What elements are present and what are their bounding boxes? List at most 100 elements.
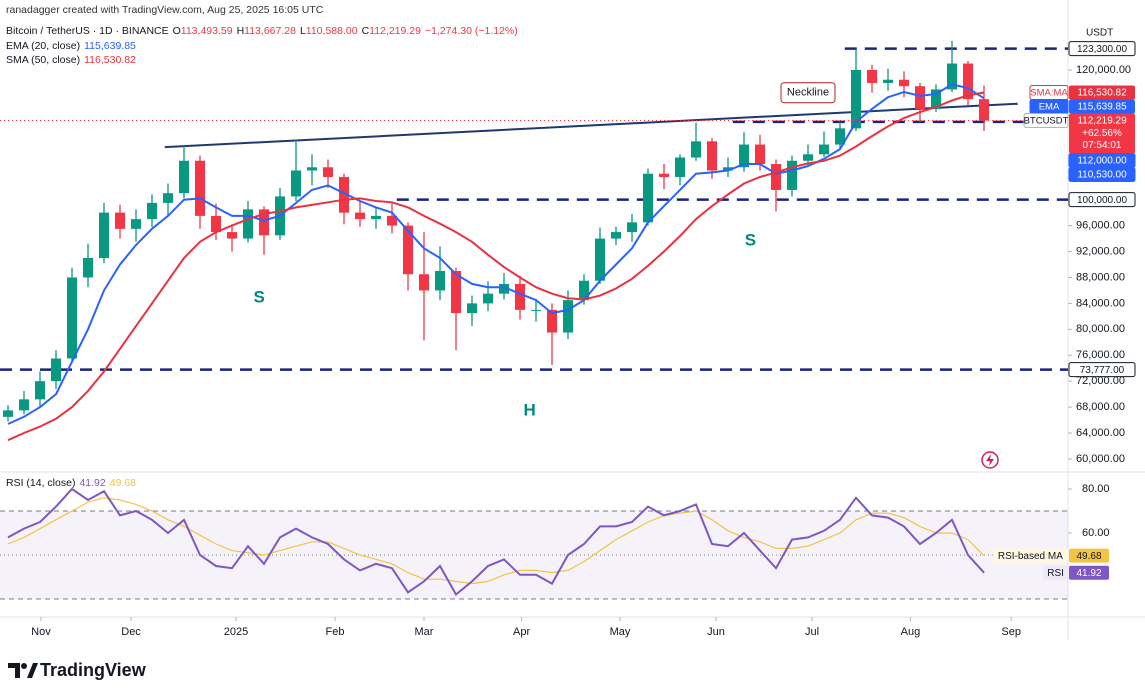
level-tag [1068,192,1136,208]
ohlc-value: 113,493.59 [181,25,233,37]
candle-body [323,167,333,177]
rsi-tag-value: 41.92 [1076,568,1101,579]
ohlc-key: H [237,25,245,37]
candle-body [547,309,557,333]
x-tick-label: Nov [31,626,51,638]
ohlc-value: 112,219.29 [369,25,421,37]
close-tag-name-box [1023,112,1069,128]
ohlc-value: 110,588.00 [306,25,358,37]
x-tick-label: Sep [1001,626,1021,638]
x-tick-label: Feb [326,626,345,638]
indicator-line [7,83,985,425]
indicator-legend: EMA (20, close) 115,639.85 [6,40,136,52]
pattern-label: S [254,288,265,307]
rsi-tag [1069,565,1109,580]
indicator-line [7,91,985,442]
rsi-tag [1069,548,1109,563]
candle-body [883,79,893,83]
close-tag-countdown: 07:54:01 [1083,140,1122,151]
pattern-label: S [745,231,756,250]
x-tick-label: Apr [513,626,530,638]
close-tag-change: +62.56% [1082,128,1122,139]
candle-body [435,270,445,291]
y-tick-label: 88,000.00 [1076,271,1125,283]
candle-body [755,144,765,165]
candle-body [643,173,653,223]
ohlc-key: C [362,25,370,37]
rsi-tag-name: RSI-based MA [998,551,1063,562]
candle-body [179,160,189,194]
candle-body [531,309,541,311]
candle-body [19,399,29,411]
candle-body [227,232,237,239]
y-tick-label: 84,000.00 [1076,297,1125,309]
y-tick-label: 96,000.00 [1076,220,1125,232]
series-tag [1069,99,1135,114]
y-tick-label: 60,000.00 [1076,453,1125,465]
x-tick-label: May [610,626,631,638]
candle-body [355,212,365,220]
candle-body [243,209,253,239]
level-tag [1068,41,1136,57]
indicator-legend: SMA (50, close) 116,530.82 [6,54,136,66]
indicator-name: EMA (20, close) [6,40,80,52]
candle-body [307,167,317,171]
rsi-tag-value: 49.68 [1076,551,1101,562]
level-tag-label: 110,530.00 [1077,170,1127,181]
candle-body [739,144,749,168]
lightning-icon[interactable] [981,451,999,469]
indicator-name: SMA (50, close) [6,54,80,66]
candle-body [163,193,173,203]
rsi-line [7,487,985,597]
pattern-label: H [523,400,535,419]
candle-body [259,209,269,236]
candle-body [659,173,669,177]
series-tag-name: SMA:MA [1030,88,1068,99]
candle-body [115,212,125,229]
rsi-tag-name-box [1043,565,1068,580]
candle-body [291,170,301,197]
candle-body [675,157,685,177]
y-tick-label: 72,000.00 [1076,375,1125,387]
candle-body [51,358,61,382]
candle-body [947,63,957,90]
candle-body [867,70,877,83]
level-tag-label: 123,300.00 [1077,44,1127,55]
x-tick-label: Jun [707,626,725,638]
candle-body [963,63,973,100]
candle-body [563,300,573,333]
ohlc-key: L [300,25,306,37]
series-tag-name: EMA [1039,102,1060,113]
level-tag [1068,166,1136,182]
axis-unit: USDT [1086,28,1113,39]
candle-body [211,215,221,233]
rsi-line [7,497,985,585]
candle-body [835,128,845,145]
indicator-value: 116,530.82 [84,54,136,66]
candle-body [979,99,989,121]
close-tag-name: BTCUSDT [1024,116,1069,127]
rsi-legend-value: 41.92 [79,477,105,489]
rsi-title: RSI (14, close) [6,477,75,489]
close-tag-value: 112,219.29 [1077,116,1127,127]
candle-body [515,283,525,310]
candle-body [99,212,109,259]
candle-body [147,202,157,220]
candle-body [691,141,701,158]
rsi-tag-name-box [992,548,1068,563]
tradingview-logo: TradingView [8,660,147,680]
x-tick-label: Aug [901,626,921,638]
candle-body [3,410,13,417]
candle-body [467,303,477,314]
change: −1,274.30 (−1.12%) [425,25,518,37]
series-tag-value: 116,530.82 [1077,88,1127,99]
y-tick-label: 60.00 [1082,527,1110,539]
ohlc-value: 113,667.28 [244,25,296,37]
symbol: Bitcoin / TetherUS · 1D · BINANCE [6,25,169,37]
brand: TradingView [40,660,147,680]
level-tag-label: 73,777.00 [1080,365,1125,376]
attribution: ranadagger created with TradingView.com,… [6,4,324,16]
y-tick-label: 80.00 [1082,483,1110,495]
candle-body [419,274,429,291]
